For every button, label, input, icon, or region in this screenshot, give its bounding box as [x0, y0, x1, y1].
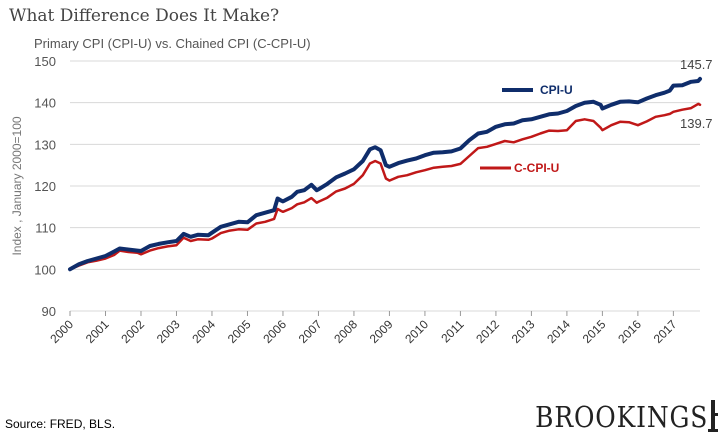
x-tick-2006: 2006 — [260, 317, 289, 346]
x-axis-ticks: 2000 2001 2002 2003 2004 2005 2006 2007 2008 2009… — [47, 311, 680, 346]
x-tick-2010: 2010 — [402, 317, 431, 346]
x-tick-2002: 2002 — [118, 317, 147, 346]
x-tick-2004: 2004 — [189, 317, 218, 346]
x-tick-2017: 2017 — [651, 317, 680, 346]
y-tick-110: 110 — [35, 221, 56, 236]
source-note: Source: FRED, BLS. — [5, 417, 116, 431]
legend-label-cpi-u: CPI-U — [540, 83, 573, 97]
brookings-building-icon — [708, 400, 718, 432]
y-tick-100: 100 — [34, 262, 56, 277]
series-line-cpi-u — [68, 76, 702, 272]
grid-lines — [70, 60, 700, 312]
x-tick-2009: 2009 — [367, 317, 396, 346]
y-tick-140: 140 — [34, 96, 56, 111]
x-tick-2011: 2011 — [438, 317, 466, 345]
x-tick-2014: 2014 — [544, 317, 573, 346]
x-tick-2016: 2016 — [615, 317, 644, 346]
legend: CPI-U C-CPI-U — [480, 83, 573, 175]
x-tick-2005: 2005 — [225, 317, 254, 346]
chart-title: What Difference Does It Make? — [9, 6, 280, 26]
end-label-cpi-u: 145.7 — [680, 57, 713, 72]
y-tick-120: 120 — [34, 179, 56, 194]
series-lines — [68, 76, 702, 272]
x-tick-2012: 2012 — [473, 317, 502, 346]
x-tick-2000: 2000 — [47, 317, 76, 346]
x-tick-2008: 2008 — [331, 317, 360, 346]
end-label-c-cpi-u: 139.7 — [680, 116, 713, 131]
legend-label-c-cpi-u: C-CPI-U — [514, 161, 559, 175]
x-tick-2015: 2015 — [580, 317, 609, 346]
chart-subtitle: Primary CPI (CPI-U) vs. Chained CPI (C-C… — [34, 36, 311, 51]
series-line-c-cpi-u — [68, 102, 702, 271]
brookings-logo-text: BROOKINGS — [535, 400, 709, 434]
y-tick-150: 150 — [34, 54, 56, 69]
y-tick-90: 90 — [42, 304, 56, 319]
y-tick-130: 130 — [34, 137, 56, 152]
x-tick-2001: 2001 — [83, 317, 112, 346]
x-tick-2003: 2003 — [154, 317, 183, 346]
x-tick-2013: 2013 — [509, 317, 538, 346]
y-axis-label: Index , January 2000=100 — [10, 116, 24, 255]
x-tick-2007: 2007 — [296, 317, 325, 346]
y-axis-ticks: 90 100 110 120 130 140 150 — [34, 54, 56, 319]
brookings-logo: BROOKINGS — [507, 398, 718, 432]
